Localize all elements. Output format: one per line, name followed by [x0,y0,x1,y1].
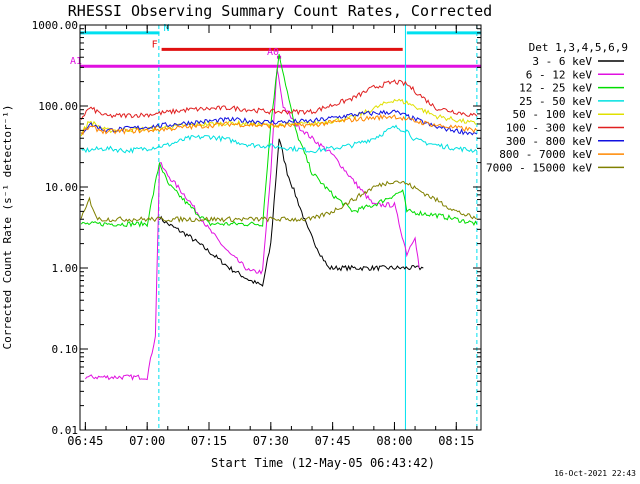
x-tick-label: 07:15 [191,434,227,448]
x-tick-label: 06:45 [67,434,103,448]
axes: 0.01 0.10 1.00 10.00 100.00 1000.00 06:45 07:00… [32,19,482,448]
legend-label: 300 - 800 keV [506,135,592,148]
legend-label: 800 - 7000 keV [499,148,592,161]
x-tick-label: 07:30 [253,434,289,448]
flag-label-a0: A0 [267,47,279,58]
y-tick-label: 1.00 [52,262,79,275]
x-tick-label: 07:00 [129,434,165,448]
flag-label-a1: A1 [70,56,82,67]
plot-frame [79,24,482,431]
plot-timestamp: 16-Oct-2021 22:43 [554,469,636,478]
legend-label: 6 - 12 keV [526,68,593,81]
x-tick-label: 08:00 [376,434,412,448]
series-line-2 [80,53,478,228]
series-line-7 [80,113,478,136]
x-tick-label: 07:45 [315,434,351,448]
x-tick-label: 08:15 [438,434,474,448]
flag-label-f: F [152,39,158,50]
series-line-8 [80,180,478,224]
series-line-5 [80,79,478,120]
legend-label: 3 - 6 keV [532,55,592,68]
y-axis-label: Corrected Count Rate (s⁻¹ detector⁻¹) [1,104,14,349]
flag-label-n: N [164,23,170,34]
legend-label: 7000 - 15000 keV [486,161,592,174]
legend-label: 50 - 100 keV [513,108,593,121]
y-tick-label: 1000.00 [32,19,78,32]
x-axis-label: Start Time (12-May-05 06:43:42) [211,456,435,470]
series-line-3 [80,124,478,154]
y-tick-label: 0.10 [52,343,79,356]
y-tick-label: 0.01 [52,424,79,437]
legend-label: 100 - 300 keV [506,122,592,135]
legend-label: 12 - 25 keV [519,82,592,95]
series-layer [80,53,478,381]
legend-title: Det 1,3,4,5,6,9 [529,41,628,54]
y-tick-label: 100.00 [38,100,78,113]
legend-label: 25 - 50 keV [519,95,592,108]
series-line-0 [159,138,424,287]
series-line-6 [81,109,478,136]
series-line-1 [85,68,420,381]
chart-title: RHESSI Observing Summary Count Rates, Co… [68,2,492,20]
y-tick-label: 10.00 [45,181,78,194]
